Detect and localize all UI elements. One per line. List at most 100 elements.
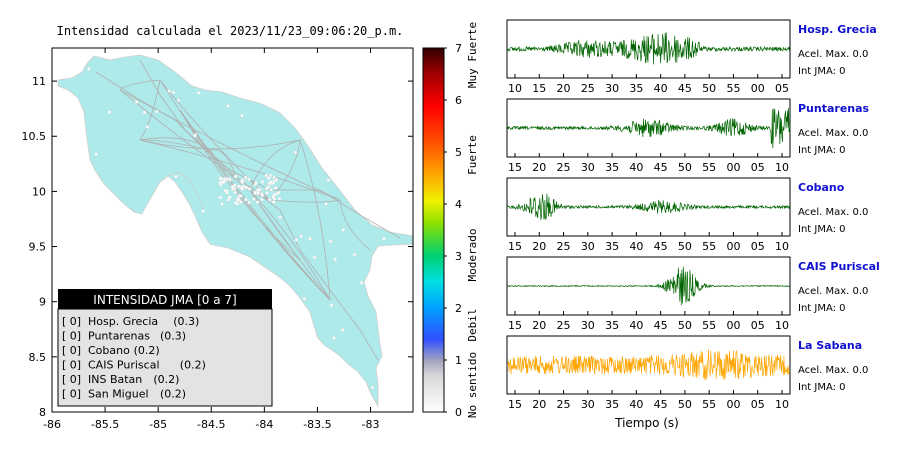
road — [179, 109, 301, 261]
legend-item-value: (0.2) — [153, 373, 179, 386]
map-x-tick-label: -85.5 — [91, 418, 119, 431]
legend-header — [58, 289, 272, 309]
trace-tick-label: 40 — [654, 82, 668, 95]
int-jma-label: Int JMA: 0 — [798, 303, 846, 314]
colorbar-category-label: Fuerte — [466, 135, 479, 175]
waveform-line — [506, 32, 791, 65]
map-y-tick-label: 10.5 — [22, 130, 47, 143]
road — [249, 139, 301, 191]
trace-tick-label: 35 — [605, 398, 619, 411]
station-marker — [145, 125, 149, 129]
colorbar: 7 6 5 4 3 2 1 0 Muy Fuerte Fuerte Moderado Debil No… — [422, 22, 479, 419]
station-marker — [155, 110, 159, 114]
legend-item-level: [ 0] — [62, 315, 81, 328]
station-marker — [201, 209, 205, 213]
trace-tick-label: 50 — [678, 319, 692, 332]
map-x-tick-label: -84.5 — [197, 418, 225, 431]
acel-max-label: Acel. Max. 0.0 — [798, 365, 868, 376]
station-marker — [268, 198, 272, 202]
station-marker — [247, 177, 251, 181]
colorbar-tick-label: 2 — [455, 302, 462, 315]
legend-item-name: INS Batan — [88, 373, 142, 386]
trace-tick-label: 40 — [629, 398, 643, 411]
legend-item-level: [ 0] — [62, 359, 81, 372]
station-marker — [253, 191, 257, 195]
colorbar-ticks: 7 6 5 4 3 2 1 0 — [444, 42, 462, 419]
road — [209, 149, 236, 176]
trace-tick-label: 25 — [557, 319, 571, 332]
trace-tick-label: 50 — [678, 240, 692, 253]
colorbar-category-labels: Muy Fuerte Fuerte Moderado Debil No sentido — [466, 22, 479, 418]
trace-tick-label: 55 — [726, 82, 740, 95]
trace-tick-label: 00 — [726, 319, 740, 332]
station-marker — [87, 67, 91, 71]
station-marker — [142, 110, 146, 114]
station-marker — [193, 134, 197, 138]
road — [339, 199, 371, 251]
station-marker — [329, 240, 333, 244]
map-x-tick-label: -83.5 — [303, 418, 331, 431]
trace-tick-label: 50 — [702, 82, 716, 95]
station-markers — [87, 67, 386, 390]
trace-tick-label: 35 — [605, 240, 619, 253]
waveform-line — [506, 107, 791, 149]
map-frame — [51, 47, 414, 413]
station-marker — [228, 178, 232, 182]
trace-tick-label: 25 — [557, 398, 571, 411]
trace-tick-label: 40 — [629, 319, 643, 332]
station-marker — [240, 179, 244, 183]
legend-item: [ 0] San Miguel (0.2) — [62, 388, 186, 401]
trace-tick-label: 50 — [678, 398, 692, 411]
colorbar-category-label: Debil — [466, 308, 479, 341]
station-marker — [308, 237, 312, 241]
station-marker — [233, 190, 237, 194]
station-marker — [324, 202, 328, 206]
station-marker — [228, 195, 232, 199]
legend-item: [ 0] CAIS Puriscal (0.2) — [62, 359, 206, 372]
trace-tick-label: 25 — [557, 240, 571, 253]
station-marker — [220, 202, 224, 206]
legend-item-name: San Miguel — [88, 388, 149, 401]
trace-tick-label: 30 — [581, 319, 595, 332]
legend-item-level: [ 0] — [62, 388, 81, 401]
legend-item-level: [ 0] — [62, 373, 81, 386]
station-marker — [244, 185, 248, 189]
road — [139, 79, 161, 141]
costa-rica-landmass — [57, 54, 414, 408]
trace-tick-label: 15 — [508, 319, 522, 332]
trace-tick-label: 35 — [605, 161, 619, 174]
trace-tick-label: 10 — [775, 398, 789, 411]
station-marker — [371, 386, 375, 390]
colorbar-scale — [422, 47, 445, 413]
station-marker — [274, 178, 278, 182]
station-marker — [256, 200, 260, 204]
station-marker — [225, 191, 229, 195]
trace-tick-label: 15 — [508, 398, 522, 411]
trace-tick-label: 30 — [581, 398, 595, 411]
legend-item-value: (0.2) — [180, 359, 206, 372]
trace-tick-label: 05 — [751, 161, 765, 174]
legend-item-value: (0.2) — [160, 388, 186, 401]
station-marker — [260, 198, 264, 202]
trace-tick-label: 05 — [751, 240, 765, 253]
station-marker — [218, 196, 222, 200]
station-marker — [353, 253, 357, 257]
station-marker — [252, 197, 256, 201]
station-marker — [239, 194, 243, 198]
trace-tick-label: 05 — [751, 319, 765, 332]
station-marker — [264, 174, 268, 178]
station-marker — [248, 187, 252, 191]
station-marker — [256, 191, 260, 195]
station-marker — [275, 192, 279, 196]
trace-panel-puntarenas: 15 20 25 30 35 40 45 50 55 00 05 10 Puntarenas Acel. … — [506, 98, 870, 174]
trace-tick-label: 30 — [605, 82, 619, 95]
station-marker — [244, 198, 248, 202]
station-marker — [268, 174, 272, 178]
legend-item-value: (0.3) — [173, 315, 199, 328]
trace-tick-label: 10 — [775, 319, 789, 332]
station-marker — [273, 186, 277, 190]
waveform-line — [507, 349, 791, 381]
trace-tick-label: 20 — [532, 398, 546, 411]
trace-tick-label: 20 — [532, 319, 546, 332]
map-title: Intensidad calculada el 2023/11/23_09:06… — [57, 24, 404, 38]
